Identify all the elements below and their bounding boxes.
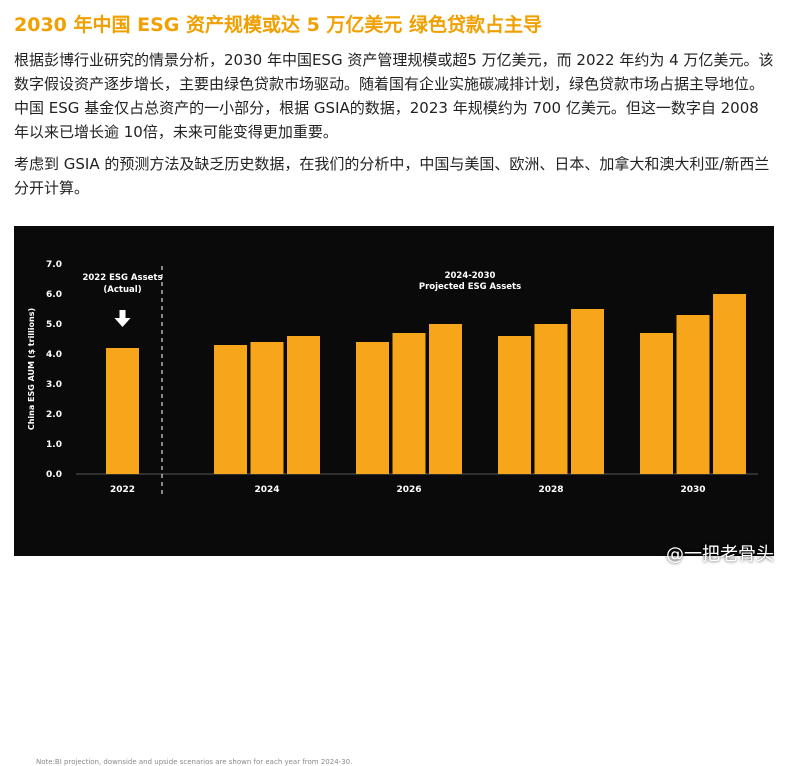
watermark: @一把老骨头 [666, 544, 774, 565]
bar-2026-1 [356, 342, 389, 474]
x-tick-label: 2024 [254, 485, 279, 495]
y-axis-label: China ESG AUM ($ trillions) [27, 308, 36, 430]
y-tick-label: 6.0 [46, 290, 62, 300]
bar-2022-actual [106, 348, 139, 474]
bar-2030-2 [676, 315, 710, 474]
y-tick-label: 4.0 [46, 350, 62, 360]
esg-aum-bar-chart: 7.0 6.0 5.0 4.0 3.0 2.0 1.0 0.0 China ESG AUM ($… [27, 260, 758, 498]
y-tick-label: 0.0 [46, 470, 62, 480]
y-tick-label: 3.0 [46, 380, 62, 390]
chart-panel: 7.0 6.0 5.0 4.0 3.0 2.0 1.0 0.0 China ESG AUM ($… [14, 226, 774, 766]
x-tick-label: 2022 [110, 485, 135, 495]
chart-footnote: Note:BI projection, downside and upside … [36, 758, 353, 766]
bar-2024-3 [287, 336, 320, 474]
y-tick-label: 7.0 [46, 260, 62, 270]
method-paragraph: 考虑到 GSIA 的预测方法及缺乏历史数据，在我们的分析中，中国与美国、欧洲、日… [14, 155, 770, 197]
y-tick-label: 1.0 [46, 440, 62, 450]
projected-label-line1: 2024-2030 [445, 271, 496, 281]
bar-2024-2 [250, 342, 284, 474]
down-arrow-icon [114, 310, 131, 327]
bar-2030-1 [640, 333, 673, 474]
y-tick-label: 5.0 [46, 320, 62, 330]
x-tick-label: 2026 [396, 485, 421, 495]
bar-2026-3 [429, 324, 462, 474]
x-tick-label: 2030 [680, 485, 705, 495]
intro-paragraph: 根据彭博行业研究的情景分析，2030 年中国ESG 资产管理规模或超5 万亿美元… [14, 51, 774, 141]
projected-label-line2: Projected ESG Assets [419, 282, 521, 292]
actual-label-line2: (Actual) [103, 285, 141, 295]
bar-2030-3 [713, 294, 746, 474]
bar-2028-2 [534, 324, 568, 474]
bar-2026-2 [392, 333, 426, 474]
actual-label-line1: 2022 ESG Assets [82, 273, 162, 283]
bar-2028-1 [498, 336, 531, 474]
bar-2028-3 [571, 309, 604, 474]
x-tick-label: 2028 [538, 485, 563, 495]
page-title: 2030 年中国 ESG 资产规模或达 5 万亿美元 绿色贷款占主导 [14, 14, 543, 36]
bar-2024-1 [214, 345, 247, 474]
y-tick-label: 2.0 [46, 410, 62, 420]
